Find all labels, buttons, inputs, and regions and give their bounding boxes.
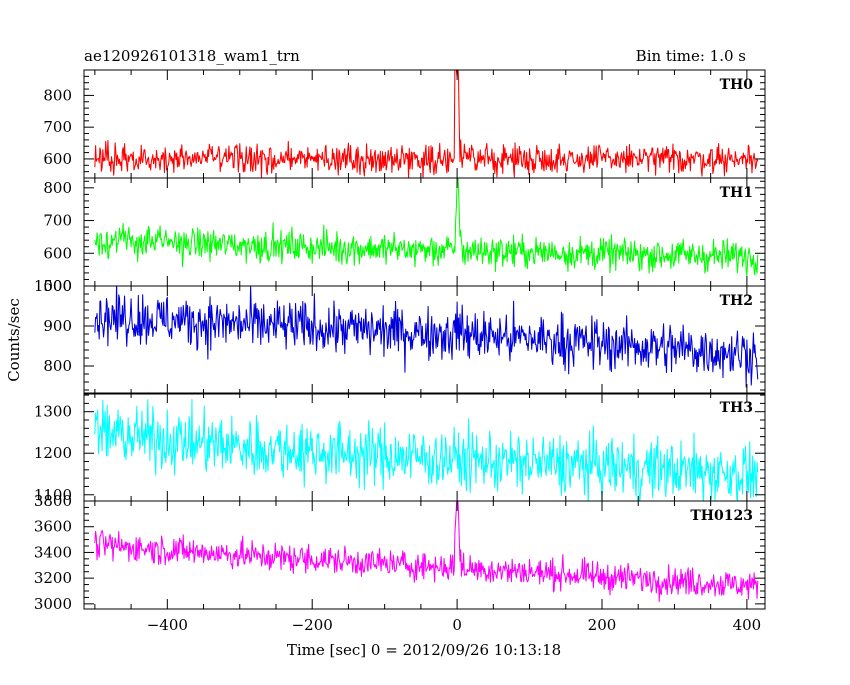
y-tick-label-th0123: 3200 [34,569,72,587]
y-tick-label-th3: 1200 [34,444,72,462]
x-tick-label: 0 [452,616,462,634]
lightcurve-th2 [94,286,759,388]
y-axis-title: Counts/sec [5,298,23,382]
bin-time-label: Bin time: 1.0 s [636,47,746,65]
y-tick-label-th3: 1300 [34,403,72,421]
observation-id-title: ae120926101318_wam1_trn [84,47,300,65]
x-tick-label: −200 [292,616,333,634]
y-tick-label-th1: 500 [43,277,72,295]
lightcurve-th0123 [94,501,759,602]
y-tick-label-th0: 800 [43,86,72,104]
panel-frame-th1 [83,177,766,287]
panel-frame-th0123 [83,500,766,610]
lightcurve-th1 [94,178,759,276]
y-tick-label-th0123: 3800 [34,492,72,510]
y-tick-label-th0123: 3000 [34,595,72,613]
y-tick-label-th0: 600 [43,150,72,168]
y-tick-label-th2: 1000 [34,277,72,295]
x-axis-title: Time [sec] 0 = 2012/09/26 10:13:18 [287,641,561,659]
x-tick-label: 400 [733,616,762,634]
y-tick-label-th2: 900 [43,317,72,335]
y-tick-label-th3: 1100 [34,486,72,504]
y-tick-label-th1: 800 [43,179,72,197]
y-tick-label-th0123: 3600 [34,518,72,536]
panel-label-th0: TH0 [720,77,754,93]
y-tick-label-th0123: 3400 [34,543,72,561]
panel-label-th3: TH3 [720,400,753,416]
panel-frame-th2 [83,285,766,395]
y-tick-label-th0: 700 [43,118,72,136]
y-tick-label-th2: 800 [43,357,72,375]
y-tick-label-th1: 700 [43,212,72,230]
panel-label-th0123: TH0123 [690,508,753,524]
panel-label-th2: TH2 [720,293,753,309]
y-tick-label-th1: 600 [43,244,72,262]
x-tick-label: 200 [588,616,617,634]
x-tick-label: −400 [147,616,188,634]
panel-stack: TH0 600 700 800 TH1 500 600 700 800 TH2 800 900 1000… [34,69,766,634]
lightcurve-th3 [94,399,759,501]
panel-label-th1: TH1 [720,185,753,201]
lightcurve-th0 [94,70,759,178]
